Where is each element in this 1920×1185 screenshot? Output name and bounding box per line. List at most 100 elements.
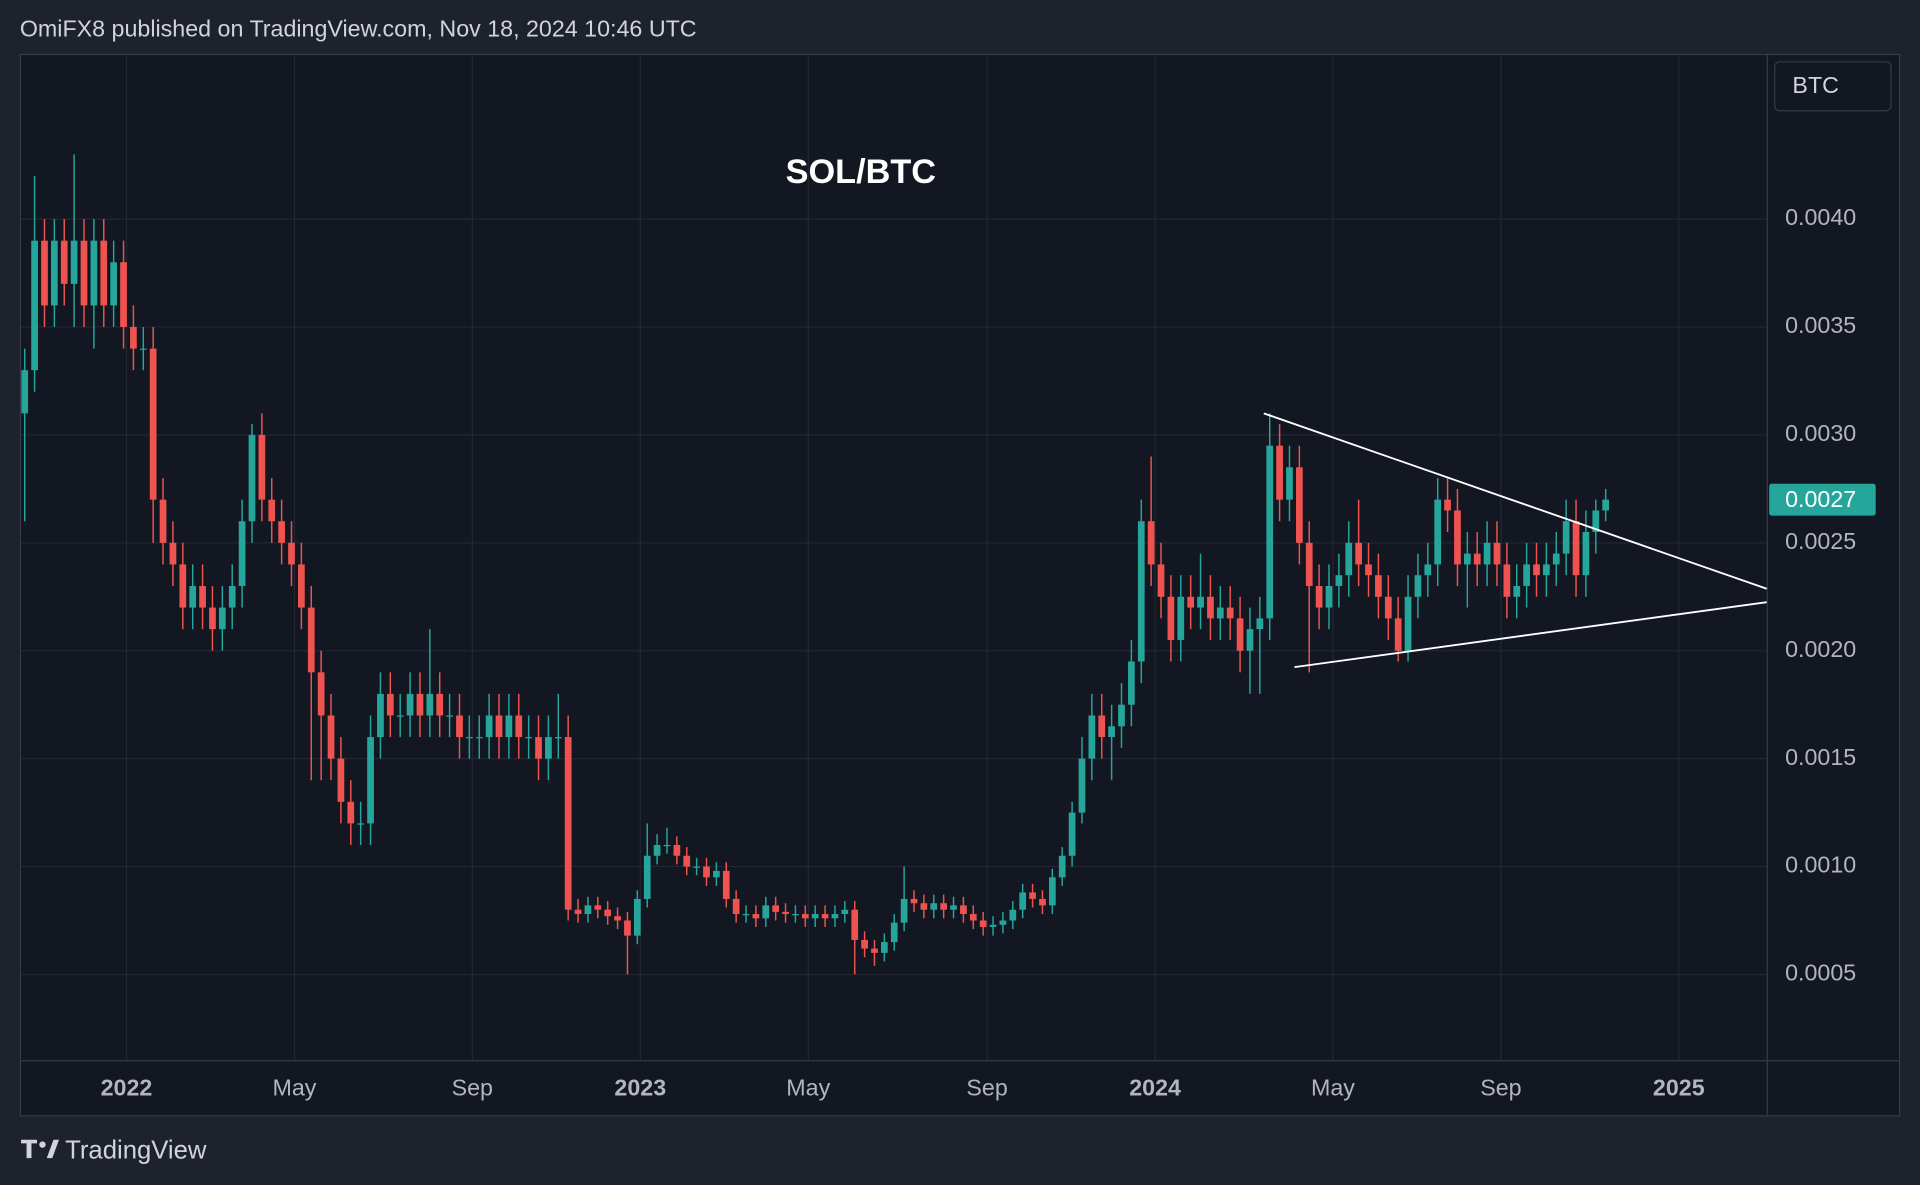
candle-body	[940, 903, 948, 910]
x-tick-label: Sep	[966, 1075, 1007, 1101]
candle-body	[1305, 542, 1313, 586]
chart-title: SOL/BTC	[786, 153, 936, 191]
candle-body	[406, 693, 414, 716]
candle-body	[1533, 564, 1540, 576]
candle-body	[238, 521, 246, 586]
candle-body	[930, 903, 938, 910]
candle-body	[604, 909, 612, 917]
candle-body	[416, 693, 424, 716]
candle-body	[1216, 607, 1224, 619]
x-tick-label: 2024	[1129, 1075, 1181, 1101]
candle-body	[1167, 596, 1175, 640]
x-tick-label: May	[786, 1075, 830, 1101]
candle-body	[1315, 585, 1323, 608]
y-tick-label: 0.0020	[1785, 636, 1856, 662]
candle-body	[317, 672, 325, 716]
candle-body	[950, 905, 957, 910]
candle-body	[979, 920, 987, 927]
y-tick-label: 0.0010	[1785, 852, 1856, 878]
candle-body	[1098, 715, 1106, 738]
candle-body	[386, 693, 394, 716]
candle-body	[1088, 715, 1096, 759]
candle-body	[288, 542, 295, 565]
candle-body	[446, 715, 453, 717]
candle-body	[1335, 575, 1343, 586]
candle-body	[969, 914, 977, 921]
candle-body	[673, 844, 681, 856]
candle-body	[120, 262, 127, 328]
candle-body	[505, 715, 513, 738]
candle-body	[1147, 521, 1155, 565]
candle-body	[663, 844, 671, 847]
candle-body	[772, 905, 780, 912]
candle-body	[564, 737, 572, 910]
logo-mark	[21, 1139, 37, 1159]
x-tick-label: May	[272, 1075, 316, 1101]
candle-body	[475, 737, 483, 739]
grid: 0.0005 0.0010 0.0015 0.0020 0.0025 0.0030 0.00…	[21, 55, 1856, 1101]
x-tick-label: 2022	[101, 1075, 153, 1101]
candle-body	[1246, 629, 1254, 651]
candle-body	[1078, 758, 1086, 813]
candle-body	[1543, 564, 1550, 576]
candle-body	[1572, 521, 1580, 576]
logo-mark	[46, 1139, 60, 1159]
x-tick-label: May	[1311, 1075, 1355, 1101]
candle-body	[1454, 510, 1461, 565]
candle-body	[327, 715, 335, 759]
marks	[21, 154, 1768, 975]
candle-body	[1562, 521, 1570, 554]
trendline	[1263, 412, 1768, 590]
candle-body	[50, 240, 58, 306]
candle-body	[1602, 499, 1610, 511]
candle-body	[1345, 542, 1353, 576]
candle-body	[880, 942, 888, 953]
candle-body	[594, 905, 602, 910]
candle-body	[268, 499, 276, 522]
candle-body	[703, 866, 710, 878]
currency-button[interactable]	[1774, 61, 1892, 112]
candle-body	[465, 737, 473, 739]
candle-body	[1296, 467, 1303, 543]
candle-body	[1355, 542, 1363, 565]
header: OmiFX8 published on TradingView.com, Nov…	[20, 16, 697, 42]
candle-body	[821, 914, 829, 919]
candle-body	[851, 909, 859, 940]
candle-body	[1513, 585, 1521, 597]
candle-body	[1187, 596, 1195, 608]
y-tick-label: 0.0015	[1785, 744, 1856, 770]
candle-body	[831, 914, 839, 919]
candle-body	[1236, 618, 1244, 651]
footer: TradingView	[65, 1137, 207, 1165]
candle-body	[90, 240, 98, 306]
candle-body	[80, 240, 88, 306]
candle-body	[218, 607, 226, 630]
candle-body	[1019, 892, 1027, 910]
candle-body	[41, 240, 48, 306]
candle-body	[871, 948, 878, 953]
candle-body	[841, 909, 849, 915]
candle-body	[1058, 855, 1066, 878]
candle-body	[1375, 575, 1382, 597]
candle-body	[653, 844, 661, 856]
candle-body	[811, 914, 819, 919]
last-price-label: 0.0027	[1785, 486, 1856, 512]
currency-label[interactable]: BTC	[1792, 72, 1839, 98]
candle-body	[377, 693, 384, 738]
candle-body	[545, 737, 552, 759]
candle-body	[574, 909, 582, 915]
candle-body	[1226, 607, 1234, 619]
y-tick-label: 0.0035	[1785, 312, 1856, 338]
candle-body	[752, 914, 760, 919]
candle-body	[693, 866, 700, 868]
candle-body	[21, 370, 29, 414]
candle-body	[1473, 553, 1481, 565]
candle-body	[1582, 532, 1590, 576]
candle-body	[1137, 521, 1145, 662]
candle-body	[1256, 618, 1264, 630]
candle-body	[989, 924, 997, 927]
candle-body	[1286, 467, 1293, 500]
candle-body	[515, 715, 523, 738]
x-tick-label: Sep	[452, 1075, 493, 1101]
x-tick-label: 2025	[1653, 1075, 1705, 1101]
